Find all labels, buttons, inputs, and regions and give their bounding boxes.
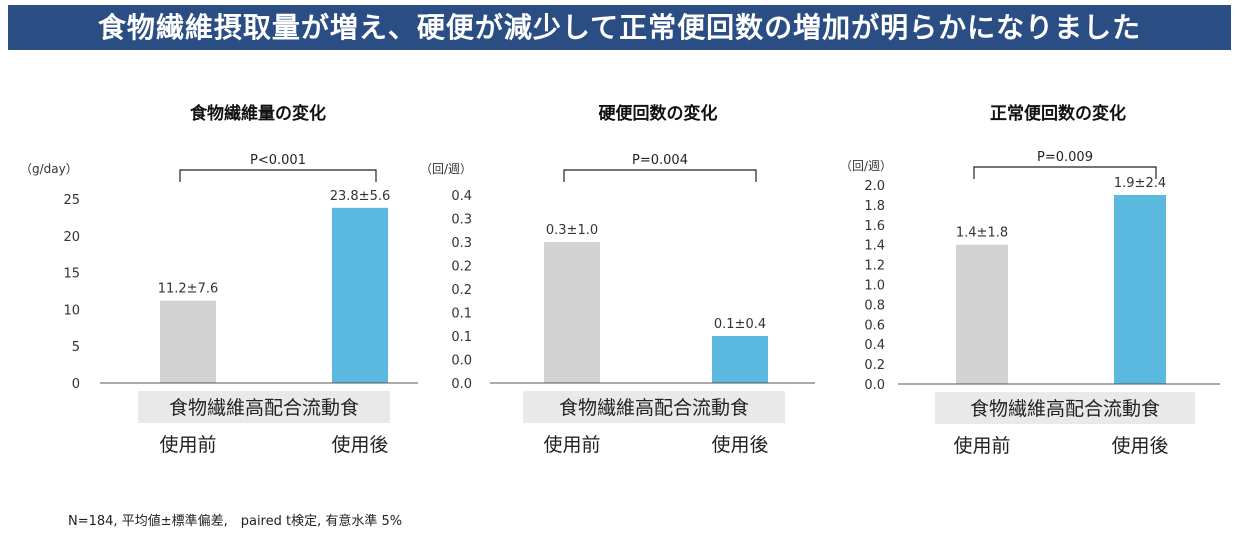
y-tick-label: 0.3: [451, 236, 472, 251]
y-tick-label: 0.4: [864, 338, 885, 353]
p-value: P=0.009: [1037, 150, 1093, 165]
y-tick-label: 10: [63, 303, 80, 318]
significance-bracket: [973, 166, 1157, 179]
group-label-box: [935, 392, 1195, 424]
data-label: 1.9±2.4: [1114, 176, 1166, 191]
data-label: 1.4±1.8: [956, 226, 1008, 241]
y-axis-unit: （g/day）: [20, 162, 78, 176]
y-tick-label: 2.0: [864, 179, 885, 194]
y-tick-label: 1.4: [864, 239, 885, 254]
y-tick-label: 1.8: [864, 199, 885, 214]
category-label: 使用後: [1111, 435, 1168, 457]
y-axis-unit: （回/週）: [840, 159, 892, 173]
data-label: 11.2±7.6: [158, 282, 219, 297]
significance-bracket: [179, 169, 377, 182]
y-tick-label: 0.4: [451, 189, 472, 204]
chart-hard-stool: 硬便回数の変化 （回/週） 0.4 0.3 0.3 0.2 0.2 0.1 0.1 0.0 0.0 0…: [420, 95, 820, 475]
y-tick-label: 0.2: [451, 283, 472, 298]
y-tick-label: 0.2: [864, 358, 885, 373]
p-value: P=0.004: [632, 153, 688, 168]
chart-svg-fiber: 食物繊維量の変化 （g/day） 25 20 15 10 5 0 11.2±7.6 23.8±5.…: [20, 103, 418, 456]
group-label-box: [138, 391, 390, 423]
bar-before: [160, 300, 216, 383]
group-label-box: [523, 391, 785, 423]
y-tick-label: 25: [63, 193, 80, 208]
y-tick-label: 1.2: [864, 259, 885, 274]
chart-svg-normal-stool: 正常便回数の変化 （回/週） 2.0 1.8 1.6 1.4 1.2 1.0 0.8 0.6 0.4…: [840, 103, 1220, 457]
y-tick-label: 15: [63, 267, 80, 282]
y-tick-label: 0.6: [864, 318, 885, 333]
y-tick-label: 0.0: [451, 354, 472, 369]
y-tick-label: 0.3: [451, 213, 472, 228]
bar-before: [544, 242, 600, 383]
data-label: 0.1±0.4: [714, 317, 766, 332]
significance-bracket: [563, 169, 757, 182]
category-label: 使用後: [711, 434, 768, 456]
y-tick-label: 0.1: [451, 307, 472, 322]
data-label: 0.3±1.0: [546, 223, 598, 238]
chart-normal-stool: 正常便回数の変化 （回/週） 2.0 1.8 1.6 1.4 1.2 1.0 0.8 0.6 0.4…: [830, 95, 1230, 475]
y-axis-unit: （回/週）: [420, 162, 472, 176]
bar-before: [956, 244, 1008, 384]
category-label: 使用前: [159, 434, 216, 456]
y-tick-label: 0.0: [864, 378, 885, 393]
group-label: 食物繊維高配合流動食: [169, 397, 359, 419]
chart-svg-hard-stool: 硬便回数の変化 （回/週） 0.4 0.3 0.3 0.2 0.2 0.1 0.1 0.0 0.0 0…: [420, 103, 815, 456]
y-tick-label: 0.0: [451, 377, 472, 392]
y-tick-label: 0.8: [864, 298, 885, 313]
y-tick-label: 0.1: [451, 330, 472, 345]
banner-title: 食物繊維摂取量が増え、硬便が減少して正常便回数の増加が明らかになりました: [8, 5, 1231, 50]
y-tick-label: 1.0: [864, 279, 885, 294]
chart-title: 食物繊維量の変化: [190, 103, 326, 124]
bar-after: [1114, 194, 1166, 384]
group-label: 食物繊維高配合流動食: [559, 397, 749, 419]
category-label: 使用前: [543, 434, 600, 456]
p-value: P<0.001: [250, 153, 306, 168]
chart-title: 硬便回数の変化: [599, 103, 718, 124]
y-tick-label: 1.6: [864, 219, 885, 234]
chart-fiber-intake: 食物繊維量の変化 （g/day） 25 20 15 10 5 0 11.2±7.6 23.8±5.…: [0, 95, 420, 475]
category-label: 使用前: [953, 435, 1010, 457]
y-tick-label: 20: [63, 230, 80, 245]
chart-title: 正常便回数の変化: [990, 103, 1126, 124]
y-tick-label: 0.2: [451, 260, 472, 275]
footnote: N=184, 平均値±標準偏差, paired t検定, 有意水準 5%: [68, 514, 403, 529]
bar-after: [332, 207, 388, 383]
category-label: 使用後: [331, 434, 388, 456]
y-tick-label: 5: [72, 340, 80, 355]
group-label: 食物繊維高配合流動食: [970, 398, 1160, 420]
y-tick-label: 0: [72, 377, 80, 392]
data-label: 23.8±5.6: [330, 189, 391, 204]
bar-after: [712, 336, 768, 383]
